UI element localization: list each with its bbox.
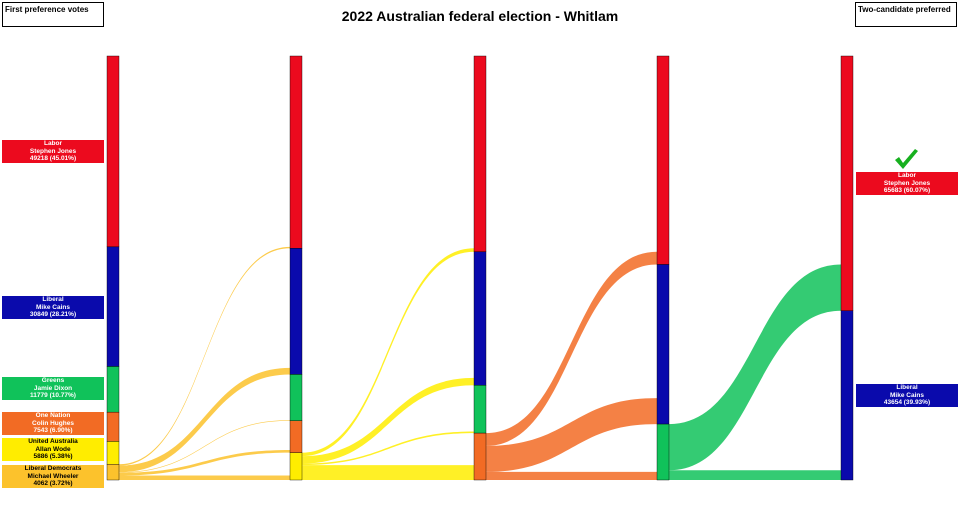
vote-count: 7543 (6.90%) [33,426,73,434]
flow-greens-to-labor [669,264,841,471]
party-name: Liberal Democrats [24,465,82,473]
bar-stage3-labor [656,55,670,265]
flow-liberal-democrats-to-labor [119,246,290,466]
bar-stage1-one-nation [289,420,303,453]
bar-stage0-united-australia [106,441,120,465]
bar-stage4-labor [840,55,854,311]
first-preference-header: First preference votes [2,2,104,27]
flow-united-australia-to-one-nation [302,465,474,480]
vote-count: 11779 (10.77%) [30,391,76,399]
candidate-name: Jamie Dixon [33,384,73,392]
flow-one-nation-to-greens [486,471,657,480]
flow-greens-to-liberal [669,470,841,480]
flow-liberal-democrats-to-greens [119,420,290,473]
flow-united-australia-to-liberal [302,377,474,464]
vote-count: 5886 (5.38%) [33,452,73,460]
bar-stage3-liberal [656,264,670,425]
bar-stage0-labor [106,55,120,248]
bar-stage1-united-australia [289,452,303,481]
vote-count: 4062 (3.72%) [33,479,73,487]
bar-stage0-liberal-democrats [106,464,120,481]
bar-stage1-greens [289,374,303,421]
candidate-name: Stephen Jones [29,147,77,155]
bar-stage2-greens [473,385,487,434]
label-liberal-final: Liberal Mike Cains 43654 (39.93%) [856,384,958,407]
flow-liberal-democrats-to-liberal [119,367,290,473]
label-united-australia-first: United Australia Allan Wode 5886 (5.38%) [2,438,104,461]
flow-united-australia-to-greens [302,431,474,466]
label-greens-first: Greens Jamie Dixon 11779 (10.77%) [2,377,104,400]
party-name: United Australia [28,438,78,446]
candidate-name: Stephen Jones [883,179,931,187]
bar-stage2-one-nation [473,432,487,481]
winner-checkmark-icon [895,149,918,169]
party-name: Liberal [42,296,64,304]
bar-stage0-greens [106,366,120,413]
bar-stage2-liberal [473,251,487,386]
party-name: Greens [41,377,65,385]
flow-one-nation-to-liberal [486,398,657,472]
party-name: Labor [43,140,63,148]
bar-stage1-labor [289,55,303,249]
party-name: Liberal [896,384,918,392]
flow-one-nation-to-labor [486,251,657,446]
label-one-nation-first: One Nation Colin Hughes 7543 (6.90%) [2,412,104,435]
label-liberal-democrats-first: Liberal Democrats Michael Wheeler 4062 (3.… [2,465,104,488]
party-name: Labor [897,172,917,180]
bar-stage1-liberal [289,248,303,375]
candidate-name: Mike Cains [36,303,70,311]
bar-stage0-one-nation [106,411,120,442]
flow-united-australia-to-labor [302,248,474,457]
bar-stage2-labor [473,55,487,252]
vote-count: 65683 (60.07%) [883,186,931,194]
candidate-name: Colin Hughes [32,419,74,427]
two-candidate-preferred-header: Two-candidate preferred [855,2,957,27]
label-labor-first: Labor Stephen Jones 49218 (45.01%) [2,140,104,163]
label-labor-final: Labor Stephen Jones 65683 (60.07%) [856,172,958,195]
candidate-name: Allan Wode [35,445,71,453]
vote-count: 43654 (39.93%) [883,398,931,406]
vote-count: 30849 (28.21%) [29,310,77,318]
vote-count: 49218 (45.01%) [29,154,77,162]
candidate-name: Mike Cains [890,391,924,399]
bar-stage0-liberal [106,246,120,367]
bar-stage3-greens [656,423,670,481]
label-liberal-first: Liberal Mike Cains 30849 (28.21%) [2,296,104,319]
flow-liberal-democrats-to-one-nation [119,449,290,476]
chart-title: 2022 Australian federal election - Whitl… [341,8,619,24]
flow-liberal-democrats-to-united-australia [119,475,290,480]
party-name: One Nation [35,412,71,420]
bar-stage4-liberal [840,310,854,481]
candidate-name: Michael Wheeler [27,472,79,480]
